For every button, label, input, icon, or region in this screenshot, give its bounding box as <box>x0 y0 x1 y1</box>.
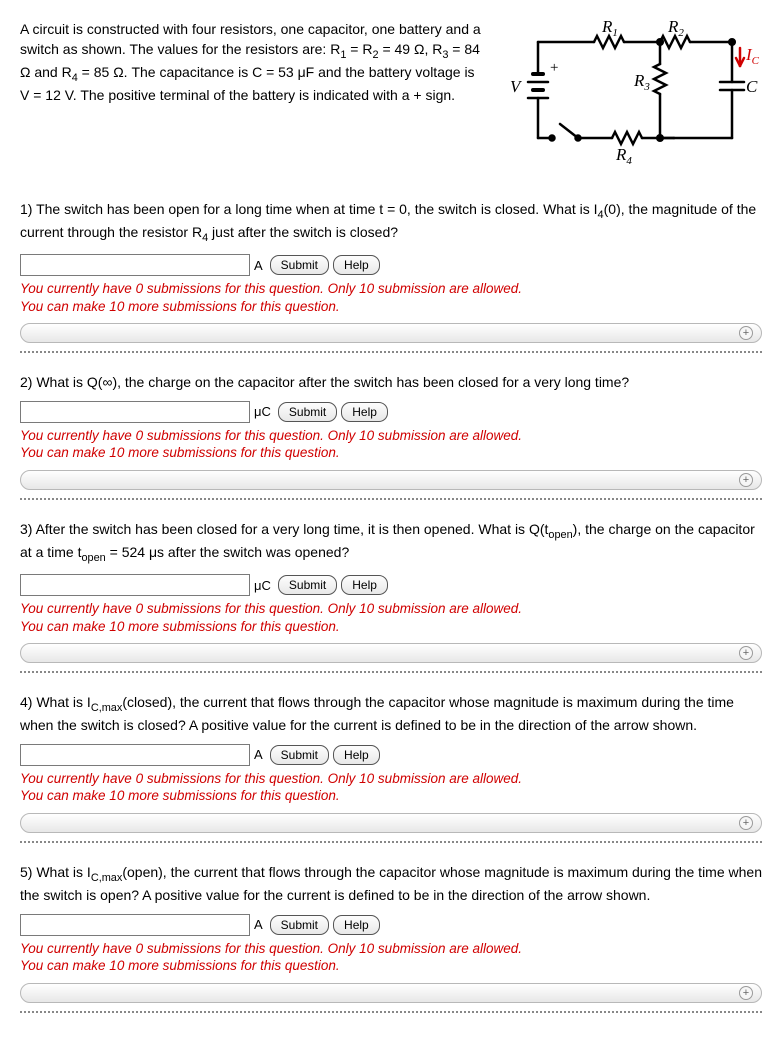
label-R3: R3 <box>633 71 650 93</box>
plus-icon: + <box>739 646 753 660</box>
submit-button[interactable]: Submit <box>270 255 329 275</box>
intro-frag: = 49 Ω, R <box>379 41 443 57</box>
unit-5: A <box>254 917 263 932</box>
q-num: 3) <box>20 521 32 537</box>
divider <box>20 671 762 673</box>
fb-line: You can make 10 more submissions for thi… <box>20 299 340 314</box>
expander-5[interactable]: + <box>20 983 762 1003</box>
help-button[interactable]: Help <box>333 255 380 275</box>
feedback-1: You currently have 0 submissions for thi… <box>20 280 762 315</box>
fb-line: You can make 10 more submissions for thi… <box>20 619 340 634</box>
help-button[interactable]: Help <box>333 745 380 765</box>
divider <box>20 498 762 500</box>
intro-frag: = 85 Ω. The capacitance is C = 53 μF and… <box>20 64 475 103</box>
label-V: V <box>510 77 523 96</box>
expander-3[interactable]: + <box>20 643 762 663</box>
q-text: What is I <box>36 864 90 880</box>
divider <box>20 351 762 353</box>
label-plus: + <box>550 60 558 76</box>
q-text: After the switch has been closed for a v… <box>36 521 549 537</box>
question-5: 5) What is IC,max(open), the current tha… <box>20 863 762 906</box>
question-1: 1) The switch has been open for a long t… <box>20 200 762 246</box>
circuit-diagram: V + R1 R2 R3 R4 C IC <box>502 20 762 180</box>
plus-icon: + <box>739 326 753 340</box>
q-text: The switch has been open for a long time… <box>36 201 597 217</box>
plus-icon: + <box>739 816 753 830</box>
fb-line: You can make 10 more submissions for thi… <box>20 445 340 460</box>
q-num: 5) <box>20 864 32 880</box>
expander-1[interactable]: + <box>20 323 762 343</box>
sub: open <box>548 529 572 541</box>
answer-row-3: μC Submit Help <box>20 574 762 596</box>
label-R4: R4 <box>615 145 632 167</box>
answer-input-1[interactable] <box>20 254 250 276</box>
label-Ic: IC <box>745 45 760 67</box>
sub: open <box>81 552 105 564</box>
feedback-4: You currently have 0 submissions for thi… <box>20 770 762 805</box>
expander-2[interactable]: + <box>20 470 762 490</box>
fb-line: You currently have 0 submissions for thi… <box>20 941 522 956</box>
help-button[interactable]: Help <box>341 402 388 422</box>
q-text: (closed), the current that flows through… <box>20 694 734 733</box>
help-button[interactable]: Help <box>341 575 388 595</box>
feedback-2: You currently have 0 submissions for thi… <box>20 427 762 462</box>
sub: C,max <box>91 872 123 884</box>
unit-4: A <box>254 747 263 762</box>
answer-row-1: A Submit Help <box>20 254 762 276</box>
feedback-3: You currently have 0 submissions for thi… <box>20 600 762 635</box>
expander-4[interactable]: + <box>20 813 762 833</box>
intro-text: A circuit is constructed with four resis… <box>20 20 482 180</box>
fb-line: You currently have 0 submissions for thi… <box>20 281 522 296</box>
unit-2: μC <box>254 404 271 419</box>
divider <box>20 1011 762 1013</box>
intro-frag: = R <box>346 41 372 57</box>
q-num: 2) <box>20 374 32 390</box>
answer-row-2: μC Submit Help <box>20 401 762 423</box>
submit-button[interactable]: Submit <box>278 575 337 595</box>
q-text: = 524 μs after the switch was opened? <box>106 544 350 560</box>
q-text: just after the switch is closed? <box>208 224 398 240</box>
answer-input-2[interactable] <box>20 401 250 423</box>
q-num: 1) <box>20 201 32 217</box>
divider <box>20 841 762 843</box>
q-text: (open), the current that flows through t… <box>20 864 762 903</box>
q-num: 4) <box>20 694 32 710</box>
answer-input-3[interactable] <box>20 574 250 596</box>
answer-row-5: A Submit Help <box>20 914 762 936</box>
label-C: C <box>746 77 758 96</box>
fb-line: You can make 10 more submissions for thi… <box>20 788 340 803</box>
sub: C,max <box>91 702 123 714</box>
plus-icon: + <box>739 986 753 1000</box>
intro-row: A circuit is constructed with four resis… <box>20 20 762 180</box>
question-4: 4) What is IC,max(closed), the current t… <box>20 693 762 736</box>
submit-button[interactable]: Submit <box>270 915 329 935</box>
submit-button[interactable]: Submit <box>278 402 337 422</box>
fb-line: You currently have 0 submissions for thi… <box>20 428 522 443</box>
question-3: 3) After the switch has been closed for … <box>20 520 762 566</box>
fb-line: You currently have 0 submissions for thi… <box>20 601 522 616</box>
unit-1: A <box>254 258 263 273</box>
q-text: What is Q(∞), the charge on the capacito… <box>36 374 629 390</box>
plus-icon: + <box>739 473 753 487</box>
fb-line: You currently have 0 submissions for thi… <box>20 771 522 786</box>
help-button[interactable]: Help <box>333 915 380 935</box>
answer-input-5[interactable] <box>20 914 250 936</box>
answer-row-4: A Submit Help <box>20 744 762 766</box>
feedback-5: You currently have 0 submissions for thi… <box>20 940 762 975</box>
unit-3: μC <box>254 578 271 593</box>
fb-line: You can make 10 more submissions for thi… <box>20 958 340 973</box>
submit-button[interactable]: Submit <box>270 745 329 765</box>
q-text: What is I <box>36 694 90 710</box>
question-2: 2) What is Q(∞), the charge on the capac… <box>20 373 762 393</box>
answer-input-4[interactable] <box>20 744 250 766</box>
